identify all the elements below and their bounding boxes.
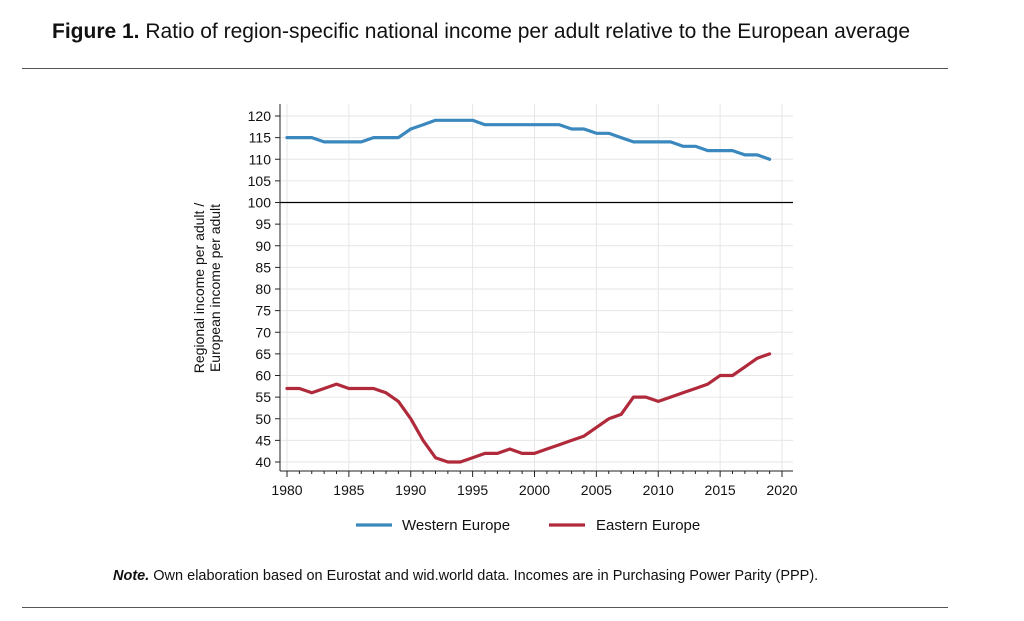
y-tick-label: 110	[249, 151, 272, 167]
y-tick-label: 50	[255, 411, 271, 427]
x-tick-label: 2005	[581, 482, 612, 498]
note-text: Own elaboration based on Eurostat and wi…	[153, 568, 819, 584]
x-tick-label: 2010	[643, 482, 674, 498]
y-axis-title-line: European income per adult	[207, 204, 223, 372]
y-tick-label: 95	[255, 216, 271, 232]
series-line-eastern-europe	[285, 352, 772, 464]
figure-title-text: Ratio of region-specific national income…	[145, 20, 910, 43]
y-axis-title-line: Regional income per adult /	[191, 203, 207, 374]
y-tick-label: 105	[248, 173, 272, 189]
series-line-western-europe	[285, 118, 772, 161]
figure-title: Figure 1. Ratio of region-specific natio…	[52, 20, 910, 44]
y-tick-label: 90	[255, 238, 271, 254]
figure-note: Note. Own elaboration based on Eurostat …	[113, 568, 818, 584]
x-tick-label: 1995	[457, 482, 488, 498]
y-axis-title: Regional income per adult /European inco…	[191, 203, 223, 374]
x-tick-label: 2000	[519, 482, 550, 498]
y-tick-label: 85	[255, 259, 271, 275]
legend-label: Western Europe	[402, 517, 510, 534]
y-tick-label: 40	[255, 454, 271, 470]
y-tick-label: 60	[255, 368, 271, 384]
top-rule	[22, 68, 948, 69]
y-tick-label: 55	[255, 389, 271, 405]
bottom-rule	[22, 607, 948, 608]
legend-label: Eastern Europe	[596, 517, 700, 534]
y-tick-label: 75	[255, 303, 271, 319]
x-tick-label: 1985	[333, 482, 364, 498]
y-tick-label: 115	[249, 130, 272, 146]
y-tick-label: 70	[255, 324, 271, 340]
x-tick-label: 2015	[705, 482, 736, 498]
x-tick-label: 1980	[271, 482, 302, 498]
y-tick-label: 120	[248, 108, 272, 124]
y-tick-label: 65	[255, 346, 271, 362]
y-tick-label: 80	[255, 281, 271, 297]
note-label: Note.	[113, 568, 150, 584]
x-tick-label: 1990	[395, 482, 426, 498]
y-tick-label: 100	[248, 195, 272, 211]
y-tick-label: 45	[255, 432, 271, 448]
x-tick-label: 2020	[766, 482, 797, 498]
figure-label: Figure 1.	[52, 20, 140, 43]
